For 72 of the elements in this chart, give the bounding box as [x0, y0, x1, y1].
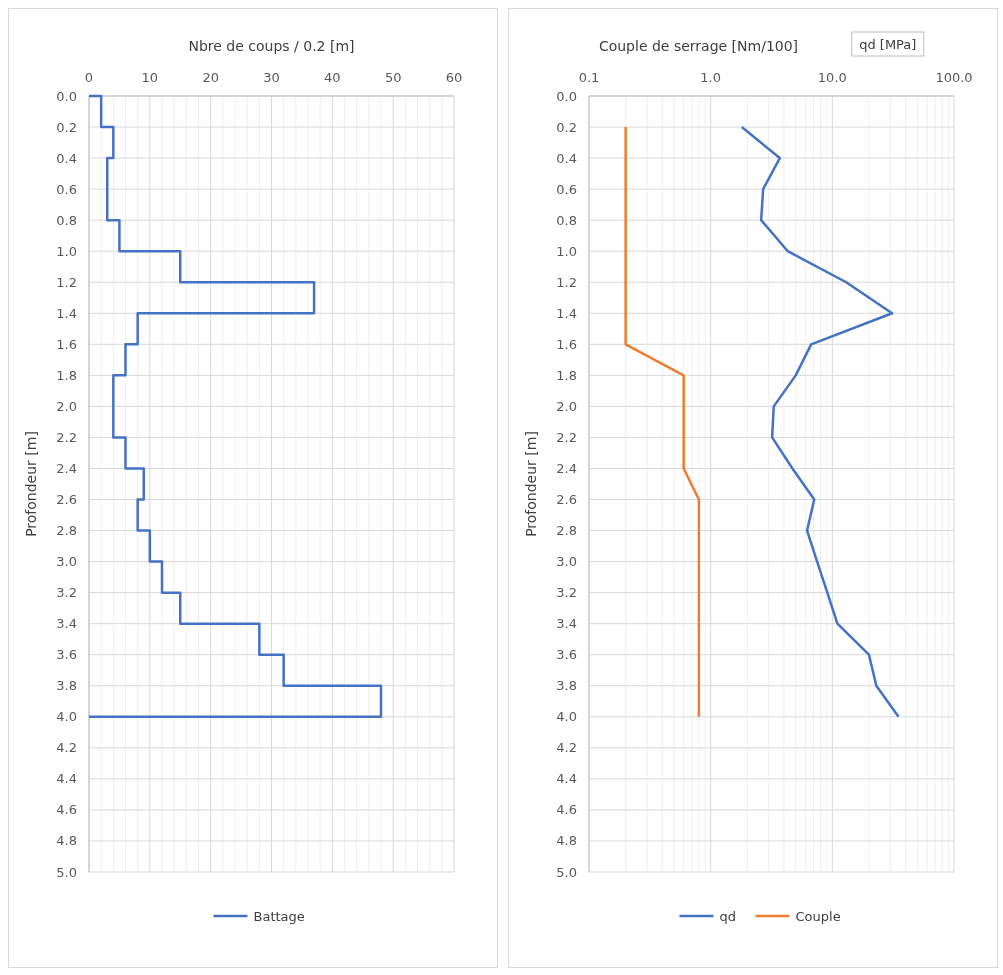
y-tick-label: 0.0 [556, 88, 577, 104]
y-tick-label: 4.6 [56, 802, 77, 818]
y-tick-label: 3.2 [556, 585, 577, 601]
y-tick-label: 4.6 [556, 802, 577, 818]
y-tick-label: 3.6 [556, 647, 577, 663]
y-tick-label: 4.2 [56, 740, 77, 756]
y-tick-label: 0.6 [56, 181, 77, 197]
y-tick-label: 2.0 [556, 398, 577, 414]
y-tick-label: 1.0 [56, 243, 77, 259]
y-tick-label: 4.2 [556, 740, 577, 756]
y-tick-label: 4.4 [556, 771, 577, 787]
y-tick-label: 4.4 [56, 771, 77, 787]
y-tick-label: 2.6 [56, 492, 77, 508]
x-tick-label: 60 [445, 70, 463, 85]
x-tick-label: 0 [84, 70, 94, 85]
y-tick-label: 1.0 [556, 243, 577, 259]
y-tick-label: 2.4 [56, 460, 77, 476]
y-tick-label: 2.2 [556, 429, 577, 445]
y-tick-label: 1.8 [556, 367, 577, 383]
y-tick-label: 2.0 [56, 398, 77, 414]
y-tick-label: 0.4 [56, 150, 77, 166]
y-tick-label: 4.0 [556, 709, 577, 725]
legend-label: Couple [795, 908, 841, 924]
y-tick-label: 3.0 [556, 554, 577, 570]
y-tick-label: 0.8 [56, 212, 77, 228]
y-tick-label: 0.4 [556, 150, 577, 166]
y-tick-label: 2.4 [556, 460, 577, 476]
x-axis-title: Couple de serrage [Nm/100] [598, 38, 799, 54]
y-tick-label: 1.6 [556, 336, 577, 352]
y-tick-label: 3.8 [56, 678, 77, 694]
y-tick-label: 0.8 [556, 212, 577, 228]
legend-label: Battage [253, 908, 305, 924]
line-series [87, 94, 383, 719]
y-tick-label: 2.8 [556, 523, 577, 539]
y-tick-label: 1.4 [56, 305, 77, 321]
x-tick-label: 100.0 [935, 70, 973, 85]
y-tick-label: 3.6 [56, 647, 77, 663]
y-tick-label: 4.8 [56, 833, 77, 849]
y-tick-label: 2.2 [56, 429, 77, 445]
y-tick-label: 1.8 [56, 367, 77, 383]
y-tick-label: 1.4 [556, 305, 577, 321]
y-axis-title: Profondeur [m] [23, 431, 39, 537]
text: qd [MPa] [859, 37, 917, 52]
y-tick-label: 1.2 [56, 274, 77, 290]
x-tick-label: 20 [202, 70, 219, 85]
y-tick-label: 2.6 [556, 492, 577, 508]
y-tick-label: 3.4 [56, 616, 77, 632]
x-tick-label: 1.0 [700, 70, 722, 85]
y-tick-label: 5.0 [556, 864, 577, 880]
y-tick-label: 0.0 [56, 88, 77, 104]
x-tick-label: 10 [141, 70, 159, 85]
x-tick-label: 10.0 [817, 70, 847, 85]
y-tick-label: 0.2 [556, 119, 577, 135]
y-tick-label: 4.8 [556, 833, 577, 849]
y-tick-label: 3.4 [556, 616, 577, 632]
y-tick-label: 0.6 [556, 181, 577, 197]
x-tick-label: 50 [384, 70, 402, 85]
x-tick-label: 30 [263, 70, 280, 85]
x-tick-label: 40 [324, 70, 341, 85]
y-tick-label: 1.6 [56, 336, 77, 352]
x-tick-label: 0.1 [578, 70, 600, 85]
y-tick-label: 4.0 [56, 709, 77, 725]
y-tick-label: 2.8 [56, 523, 77, 539]
legend-label: qd [719, 908, 737, 924]
y-axis-title: Profondeur [m] [523, 431, 539, 537]
y-tick-label: 0.2 [56, 119, 77, 135]
y-tick-label: 3.2 [56, 585, 77, 601]
y-tick-label: 5.0 [56, 864, 77, 880]
y-tick-label: 1.2 [556, 274, 577, 290]
y-tick-label: 3.8 [556, 678, 577, 694]
y-tick-label: 3.0 [56, 554, 77, 570]
x-axis-title: Nbre de coups / 0.2 [m] [188, 38, 355, 54]
